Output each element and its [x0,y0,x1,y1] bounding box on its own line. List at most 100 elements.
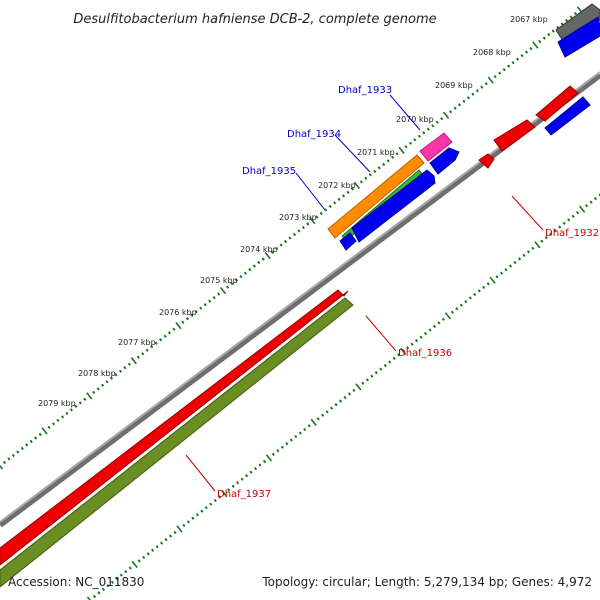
outer-tick-mark [361,381,365,385]
outer-tick-mark [477,289,481,293]
leader-dhaf1937 [185,454,216,492]
outer-tick-mark [534,241,541,249]
label-dhaf1934[interactable]: Dhaf_1934 [287,129,341,140]
outer-tick-mark [388,360,392,364]
inner-tick-mark [364,176,368,181]
outer-tick-mark [383,363,387,368]
inner-tick-mark [309,216,316,225]
label-dhaf1932[interactable]: Dhaf_1932 [545,228,599,239]
label-dhaf1936[interactable]: Dhaf_1936 [398,348,452,359]
inner-tick-mark [283,239,288,244]
outer-tick-mark [285,442,289,446]
outer-tick-mark [432,324,437,329]
outer-tick-mark [406,346,410,350]
inner-tick-mark [538,39,542,44]
outer-tick-mark [106,584,110,588]
outer-tick-mark [307,424,311,428]
leader-dhaf1934 [334,134,371,173]
outer-tick-mark [338,399,343,403]
inner-tick-mark [130,357,137,365]
gene-forward-4[interactable] [557,16,600,58]
outer-tick-mark [119,573,123,577]
outer-tick-mark [558,225,562,229]
inner-tick-mark [2,460,7,465]
outer-tick-mark [186,520,190,524]
scale-label: 2077 kbp [118,338,156,347]
outer-tick-mark [191,516,195,520]
inner-tick-mark [328,204,332,209]
inner-tick-mark [542,36,546,40]
gene-dhaf1933[interactable] [419,132,453,162]
gene-reverse-small[interactable] [478,153,495,169]
inner-tick-mark [123,366,127,370]
gene-dhaf1932[interactable] [493,119,536,152]
outer-tick-mark [173,530,177,535]
outer-tick-mark [316,417,320,421]
inner-tick-mark [190,313,194,317]
inner-tick-mark [565,18,569,23]
gene-dhaf1936[interactable] [0,289,349,566]
gene-forward-3[interactable] [429,147,460,175]
scale-label: 2074 kbp [240,245,278,254]
inner-tick-mark [382,162,386,167]
inner-tick-mark [333,201,337,205]
inner-tick-mark [573,11,578,16]
inner-tick-mark [395,152,399,156]
inner-tick-mark [524,50,529,54]
outer-tick-mark [531,246,535,250]
outer-tick-mark [444,312,452,320]
inner-tick-mark [346,190,350,195]
inner-tick-mark [172,327,176,331]
outer-tick-mark [419,335,423,339]
gene-forward-5[interactable] [544,96,591,136]
leader-dhaf1935 [295,172,326,211]
inner-tick-mark [359,180,363,184]
inner-tick-mark [69,408,73,412]
outer-tick-mark [578,205,586,213]
gene-reverse-2[interactable] [535,85,579,122]
inner-tick-mark [515,57,520,61]
outer-tick-mark [553,228,557,233]
inner-tick-mark [181,320,185,324]
gene-forward-2[interactable] [351,169,436,243]
gene-labels: Dhaf_1933 Dhaf_1934 Dhaf_1935 Dhaf_1932 … [185,85,599,500]
outer-tick-mark [567,218,571,222]
inner-tick-mark [65,411,69,416]
gene-dhaf1937[interactable] [0,297,354,588]
inner-tick-mark [449,110,453,114]
inner-tick-mark [377,166,381,170]
inner-tick-mark [7,457,11,461]
outer-tick-mark [298,431,302,435]
inner-tick-mark [480,85,484,89]
accession-text: Accession: NC_011830 [8,575,144,589]
inner-tick-mark [471,92,475,96]
outer-tick-mark [589,200,593,204]
gene-dhaf1935[interactable] [327,154,425,239]
inner-tick-mark [453,106,457,110]
outer-tick-mark [155,545,159,549]
label-dhaf1935[interactable]: Dhaf_1935 [242,166,296,177]
inner-tick-mark [275,246,279,251]
outer-tick-mark [486,282,490,286]
outer-tick-mark [160,541,164,545]
outer-tick-mark [441,317,445,322]
inner-tick-mark [498,71,502,75]
scale-label: 2070 kbp [396,115,434,124]
gene-forward-1[interactable] [339,232,357,251]
outer-tick-mark [330,406,334,410]
outer-tick-mark [334,402,338,407]
inner-tick-mark [466,96,471,100]
outer-tick-mark [500,271,504,275]
outer-tick-mark [276,449,280,453]
scale-label: 2071 kbp [357,148,395,157]
inner-tick-mark [29,439,33,444]
label-dhaf1933[interactable]: Dhaf_1933 [338,85,392,96]
inner-tick-mark [353,181,361,189]
inner-tick-mark [78,401,82,405]
inner-tick-mark [163,334,167,338]
label-dhaf1937[interactable]: Dhaf_1937 [217,489,271,500]
outer-tick-mark [482,285,486,290]
outer-tick-mark [213,498,217,503]
outer-tick-mark [195,513,199,517]
